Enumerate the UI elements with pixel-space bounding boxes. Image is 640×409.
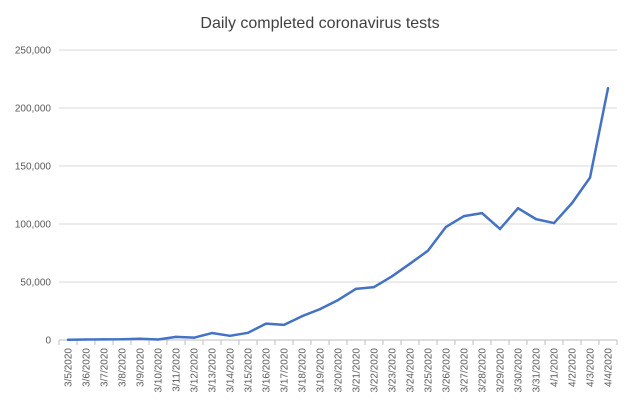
data-point (516, 207, 520, 210)
x-tick-label: 3/6/2020 (82, 348, 93, 387)
data-point (480, 211, 484, 215)
x-tick-label: 3/22/2020 (370, 348, 381, 393)
data-point (300, 315, 304, 318)
x-tick-label: 3/20/2020 (334, 348, 345, 393)
x-tick-label: 3/10/2020 (154, 348, 165, 393)
data-point (282, 323, 286, 327)
series-layer (66, 87, 610, 342)
data-point (552, 221, 556, 225)
x-tick-label: 3/17/2020 (280, 348, 291, 393)
x-tick-label: 4/1/2020 (550, 348, 561, 387)
x-tick-label: 4/4/2020 (604, 348, 615, 387)
y-tick-label: 100,000 (15, 220, 52, 231)
data-point (462, 214, 466, 218)
data-point (408, 262, 412, 265)
data-point (192, 336, 196, 339)
data-point (534, 217, 538, 221)
x-tick-label: 3/24/2020 (406, 348, 417, 393)
x-tick-label: 3/12/2020 (190, 348, 201, 393)
data-point (318, 307, 322, 311)
x-tick-label: 3/9/2020 (136, 348, 147, 387)
data-point (228, 334, 232, 338)
x-axis-tick-labels: 3/5/2020 3/6/2020 3/7/2020 3/8/2020 3/9/2020… (64, 348, 615, 393)
data-point (354, 287, 358, 291)
x-tick-label: 3/5/2020 (64, 348, 75, 387)
data-point (102, 338, 106, 341)
x-tick-label: 3/28/2020 (478, 348, 489, 393)
data-point (570, 201, 574, 205)
y-axis-tick-labels: 0 50,000 100,000 150,000 200,000 250,000 (15, 46, 52, 347)
data-point (84, 338, 88, 341)
x-tick-label: 3/11/2020 (172, 348, 183, 392)
x-tick-label: 3/25/2020 (424, 348, 435, 393)
x-tick-label: 3/21/2020 (352, 348, 363, 393)
gridlines (58, 49, 618, 345)
x-tick-label: 3/13/2020 (208, 348, 219, 393)
y-tick-label: 200,000 (15, 104, 52, 115)
data-point (120, 338, 124, 341)
series-line (66, 87, 610, 342)
data-point (606, 87, 610, 90)
data-point (156, 338, 160, 341)
data-point (174, 335, 178, 339)
x-tick-label: 3/8/2020 (118, 348, 129, 387)
data-point (210, 331, 214, 335)
y-tick-label: 150,000 (15, 162, 52, 173)
data-point (138, 337, 142, 340)
y-tick-label: 250,000 (15, 46, 52, 57)
x-tick-label: 3/31/2020 (532, 348, 543, 393)
data-point (246, 331, 250, 335)
data-point (372, 285, 376, 289)
x-tick-label: 3/26/2020 (442, 348, 453, 393)
x-tick-label: 4/3/2020 (586, 348, 597, 387)
chart-title: Daily completed coronavirus tests (200, 15, 439, 32)
data-point (336, 298, 340, 302)
x-tick-label: 3/23/2020 (388, 348, 399, 393)
data-point (390, 275, 394, 278)
data-point (264, 322, 268, 325)
x-tick-label: 3/7/2020 (100, 348, 111, 387)
data-point (444, 225, 448, 229)
data-point (588, 176, 592, 179)
x-tick-label: 3/14/2020 (226, 348, 237, 393)
x-tick-label: 3/18/2020 (298, 348, 309, 393)
x-tick-label: 4/2/2020 (568, 348, 579, 387)
x-tick-label: 3/30/2020 (514, 348, 525, 393)
y-tick-label: 0 (45, 336, 51, 347)
x-tick-label: 3/19/2020 (316, 348, 327, 393)
y-tick-label: 50,000 (20, 278, 51, 289)
data-point (66, 338, 70, 341)
x-tick-label: 3/16/2020 (262, 348, 273, 393)
x-tick-label: 3/27/2020 (460, 348, 471, 393)
x-tick-label: 3/29/2020 (496, 348, 507, 393)
x-tick-label: 3/15/2020 (244, 348, 255, 393)
data-point (426, 249, 430, 252)
data-point (498, 227, 502, 231)
